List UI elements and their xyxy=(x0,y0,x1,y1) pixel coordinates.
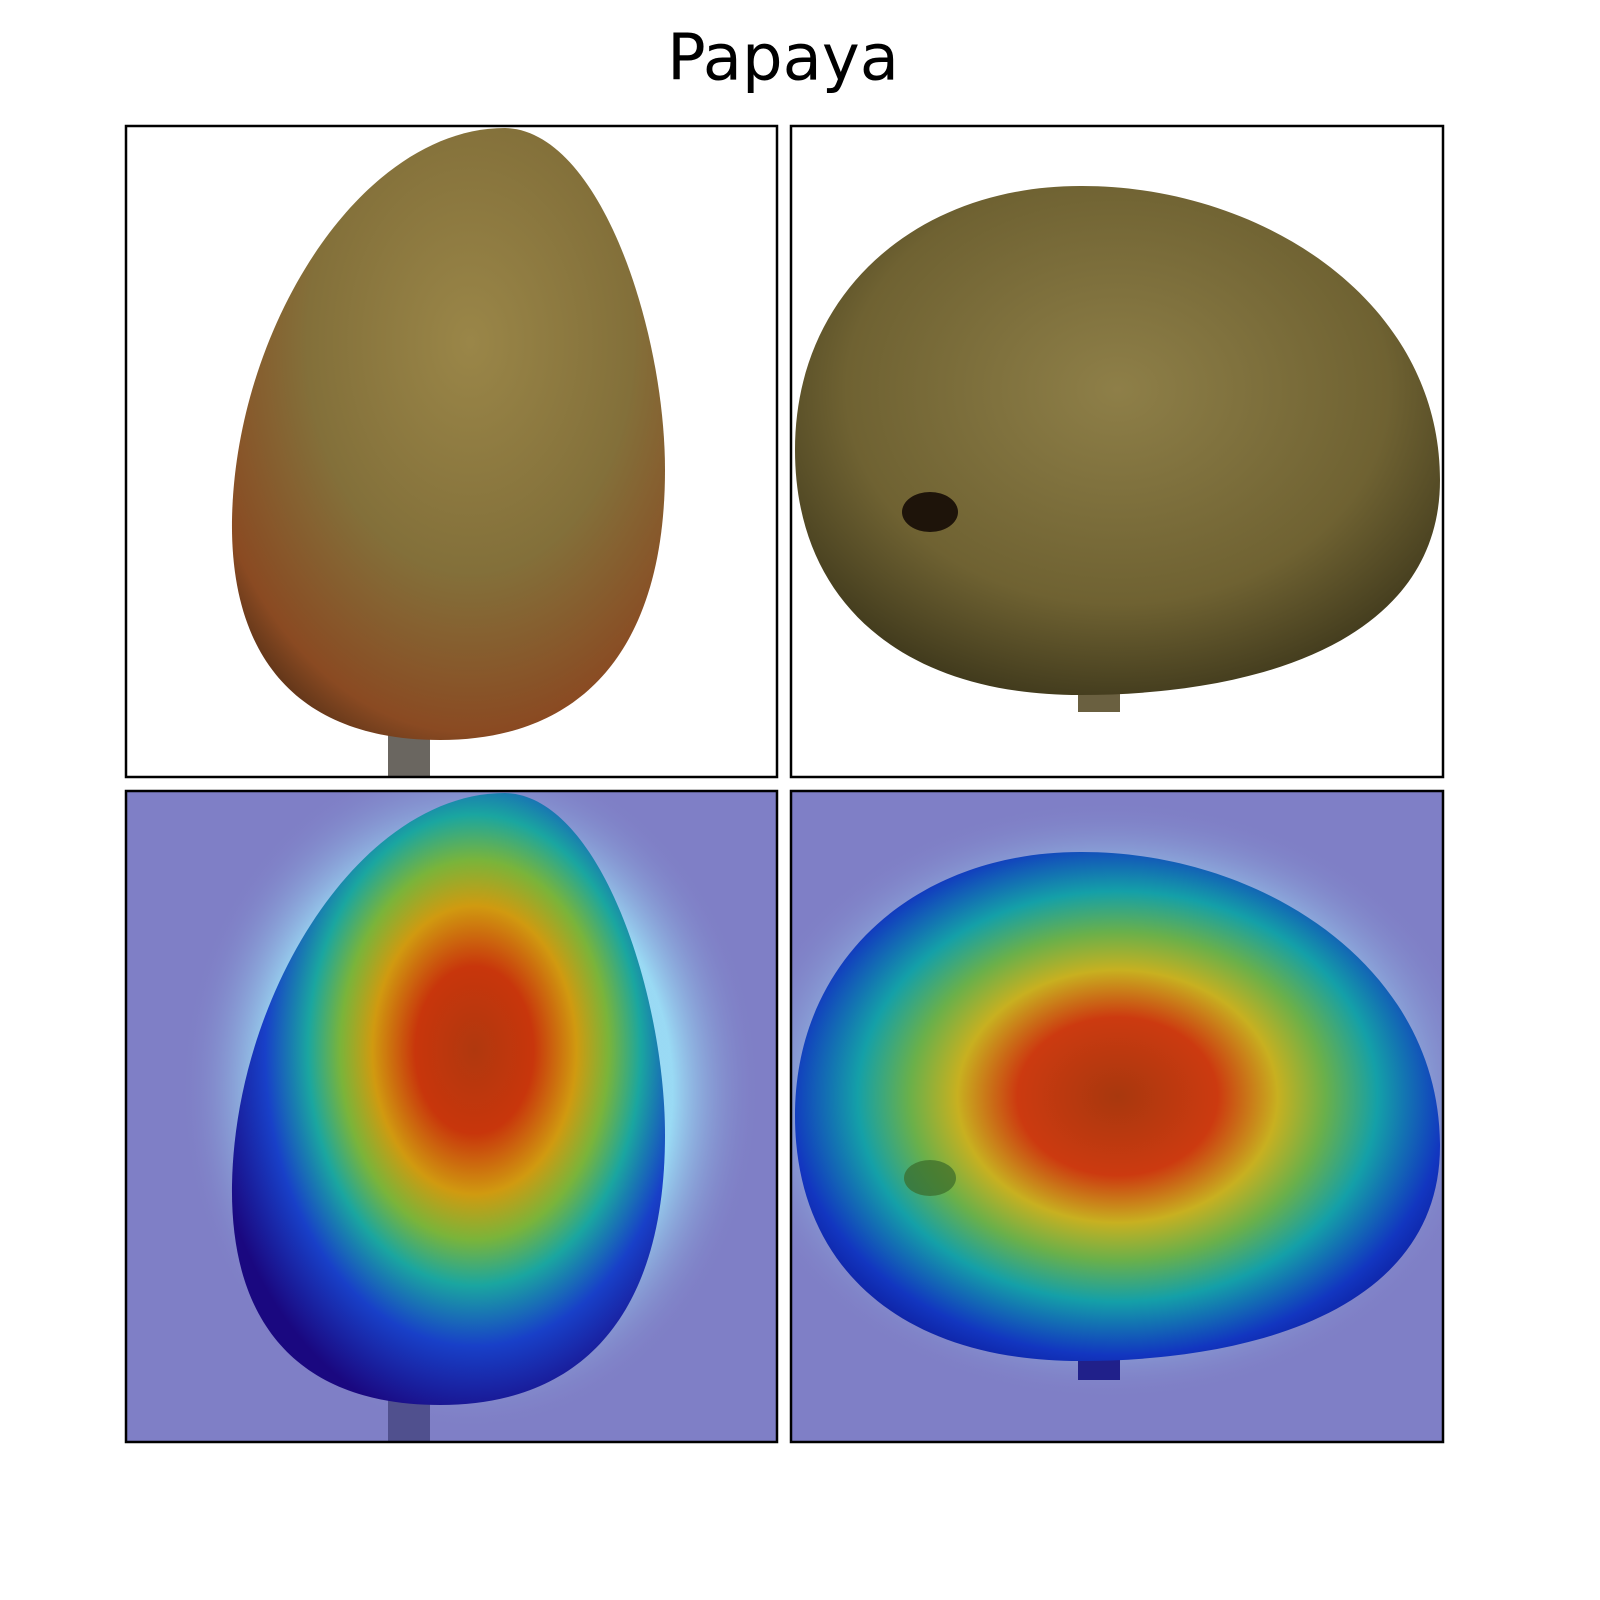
heatmap-panel xyxy=(126,791,777,1442)
photo-panel xyxy=(126,126,777,777)
panel-frames xyxy=(124,124,1445,1444)
figure-title: Papaya xyxy=(667,22,899,96)
photo-panel xyxy=(791,126,1443,777)
heatmap-panel xyxy=(791,791,1443,1442)
